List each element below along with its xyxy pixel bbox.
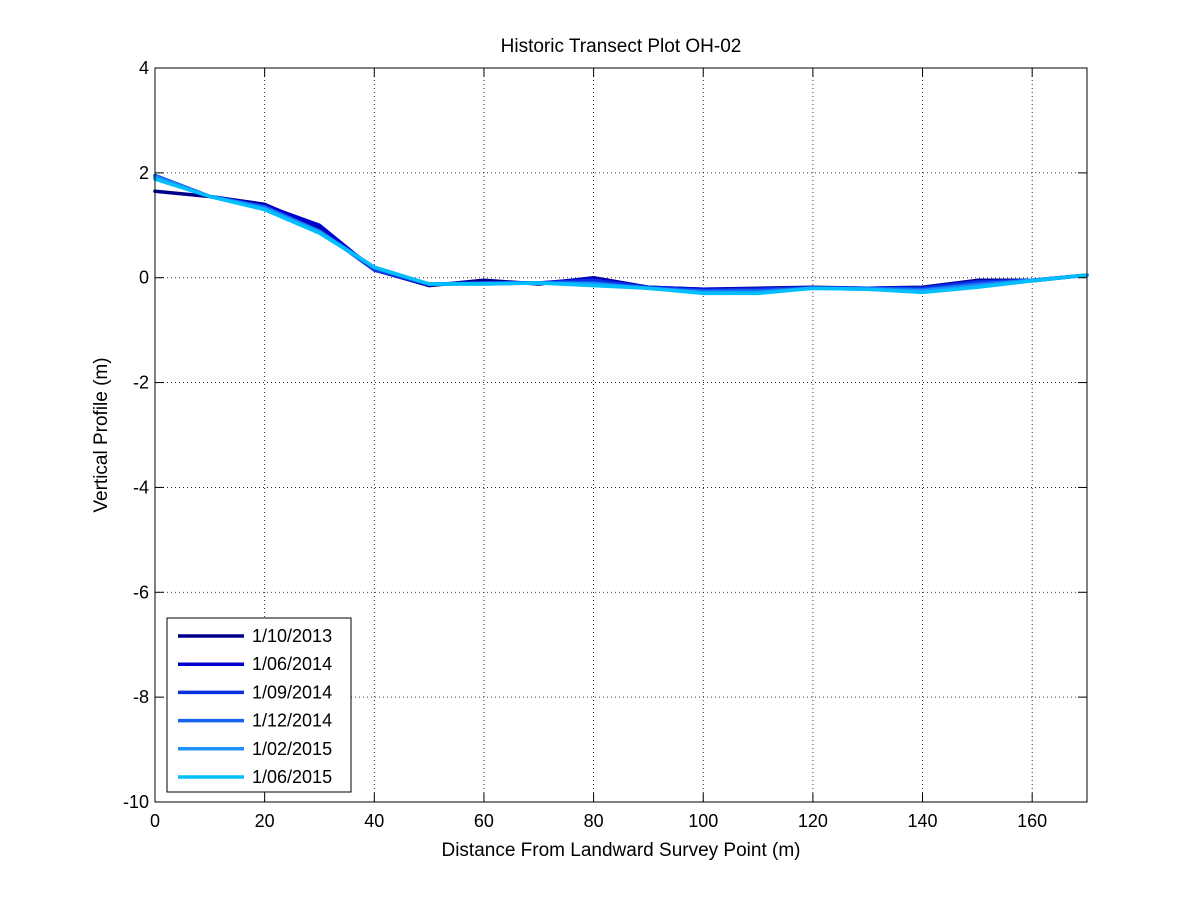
- legend-label: 1/09/2014: [252, 682, 332, 702]
- y-tick-label: -8: [133, 687, 149, 707]
- legend-label: 1/02/2015: [252, 739, 332, 759]
- x-tick-label: 40: [364, 811, 384, 831]
- y-tick-label: 2: [139, 163, 149, 183]
- legend-label: 1/12/2014: [252, 711, 332, 731]
- chart-title: Historic Transect Plot OH-02: [501, 36, 742, 57]
- y-tick-label: 4: [139, 58, 149, 78]
- legend-label: 1/06/2014: [252, 654, 332, 674]
- x-tick-label: 60: [474, 811, 494, 831]
- x-tick-label: 80: [584, 811, 604, 831]
- x-tick-label: 0: [150, 811, 160, 831]
- y-tick-label: -4: [133, 477, 149, 497]
- legend-label: 1/06/2015: [252, 767, 332, 787]
- y-tick-label: 0: [139, 268, 149, 288]
- x-tick-label: 100: [688, 811, 718, 831]
- x-tick-label: 160: [1017, 811, 1047, 831]
- legend: 1/10/2013 1/06/2014 1/09/2014 1/12/2014 1/02…: [167, 618, 351, 792]
- x-axis-label: Distance From Landward Survey Point (m): [441, 840, 800, 861]
- y-tick-label: -2: [133, 373, 149, 393]
- y-axis-label: Vertical Profile (m): [91, 357, 112, 512]
- x-tick-label: 140: [908, 811, 938, 831]
- y-tick-label: -10: [123, 792, 149, 812]
- x-tick-label: 120: [798, 811, 828, 831]
- legend-label: 1/10/2013: [252, 626, 332, 646]
- y-tick-label: -6: [133, 582, 149, 602]
- x-tick-label: 20: [255, 811, 275, 831]
